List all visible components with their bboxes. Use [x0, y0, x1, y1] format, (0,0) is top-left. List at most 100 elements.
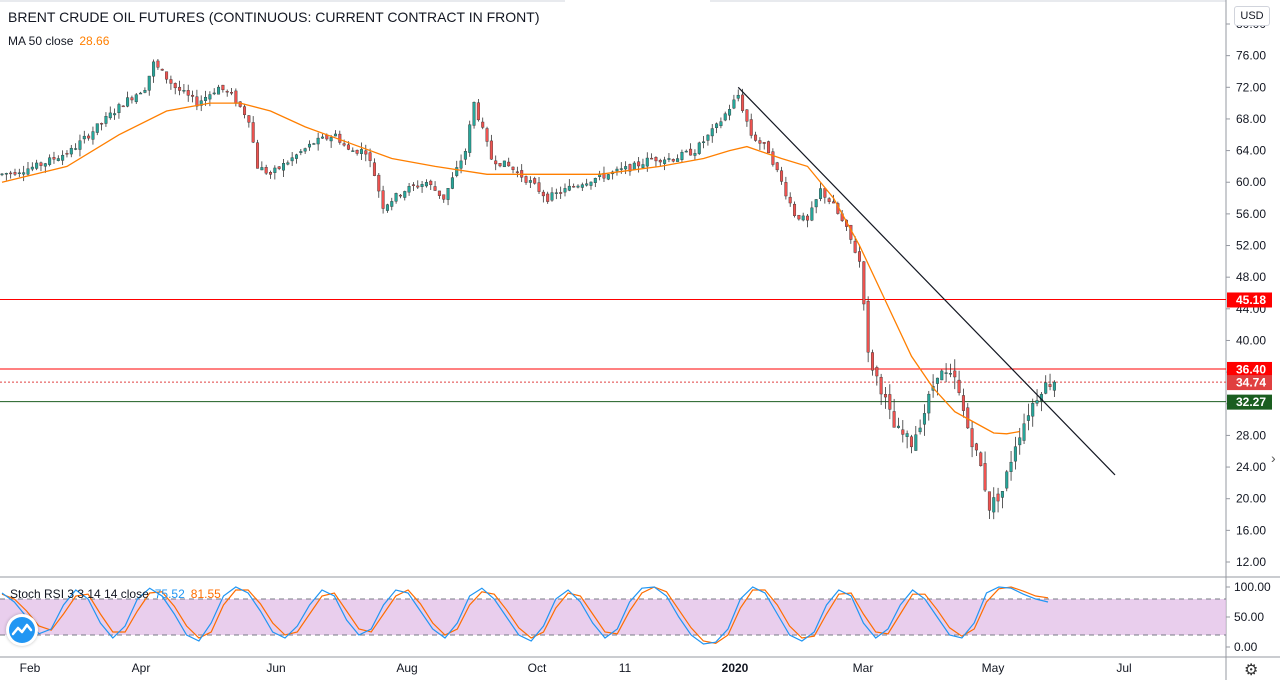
candle-body: [676, 158, 680, 162]
candle-body: [325, 135, 329, 140]
candle-body: [152, 61, 156, 77]
candle-body: [221, 84, 225, 91]
candle-body: [736, 94, 740, 99]
candle-body: [342, 143, 346, 146]
candle-body: [442, 194, 446, 200]
candle-body: [953, 370, 957, 378]
tradingview-logo-icon[interactable]: [6, 614, 38, 646]
price-tick-label: 52.00: [1236, 239, 1266, 253]
time-tick-label: 2020: [722, 661, 749, 675]
level-label-bg: [1227, 292, 1272, 308]
candle-body: [762, 142, 766, 144]
candle-body: [78, 140, 82, 150]
candle-body: [338, 133, 342, 143]
candle-body: [416, 185, 420, 188]
candle-body: [433, 186, 437, 191]
candle-body: [160, 68, 164, 71]
candle-body: [797, 214, 801, 220]
price-tick-label: 68.00: [1236, 112, 1266, 126]
candle-body: [156, 60, 160, 68]
candle-body: [533, 178, 537, 184]
candle-body: [9, 172, 13, 175]
candle-body: [230, 92, 234, 94]
candle-body: [888, 394, 892, 410]
candle-body: [693, 153, 697, 156]
candle-body: [377, 174, 381, 192]
candle-body: [559, 192, 563, 194]
level-label-bg: [1227, 375, 1272, 391]
settings-gear-icon[interactable]: ⚙: [1244, 662, 1259, 679]
candle-body: [52, 157, 56, 160]
candle-body: [528, 180, 532, 183]
candle-body: [823, 188, 827, 198]
candle-body: [619, 168, 623, 170]
candle-body: [758, 140, 762, 144]
candle-body: [134, 94, 138, 103]
candle-body: [754, 134, 758, 141]
candle-body: [30, 166, 34, 170]
candle-body: [1013, 446, 1017, 462]
candle-body: [974, 443, 978, 451]
candle-body: [957, 379, 961, 393]
time-tick-label: Jun: [266, 661, 285, 675]
candle-body: [217, 86, 221, 95]
candle-body: [585, 183, 589, 186]
candle-body: [580, 184, 584, 188]
candle-body: [1031, 403, 1035, 417]
ma-value: 28.66: [79, 34, 110, 48]
candle-body: [186, 90, 190, 96]
candle-body: [806, 215, 810, 221]
candle-body: [745, 109, 749, 122]
candle-body: [35, 162, 39, 169]
candles-group: [0, 59, 1056, 520]
candle-body: [511, 166, 515, 170]
candle-body: [351, 150, 355, 152]
candle-body: [450, 177, 454, 189]
candle-body: [554, 192, 558, 194]
candle-body: [165, 71, 169, 80]
candle-body: [892, 411, 896, 428]
candle-body: [1044, 382, 1048, 394]
candle-body: [1026, 415, 1030, 421]
currency-button[interactable]: USD: [1234, 6, 1270, 26]
price-tick-label: 28.00: [1236, 428, 1266, 442]
candle-body: [403, 191, 407, 198]
candle-body: [654, 157, 658, 162]
candle-body: [247, 115, 251, 123]
candle-body: [689, 148, 693, 156]
candle-body: [853, 240, 857, 253]
time-tick-label: Aug: [396, 661, 417, 675]
stoch-rsi-k-line: [1, 586, 1049, 645]
candle-body: [641, 164, 645, 168]
candle-body: [429, 180, 433, 186]
stoch-rsi-band: [0, 599, 1226, 635]
candle-body: [95, 123, 99, 133]
candle-body: [121, 105, 125, 108]
candle-body: [130, 97, 134, 101]
candle-body: [702, 141, 706, 144]
candle-body: [61, 154, 65, 161]
trendline: [737, 86, 1116, 476]
stoch-rsi-d-line: [1, 586, 1049, 645]
candle-body: [658, 159, 662, 163]
candle-body: [82, 135, 86, 140]
candle-body: [715, 123, 719, 128]
candle-body: [468, 124, 472, 153]
candle-body: [381, 190, 385, 209]
candle-body: [935, 377, 939, 384]
candle-body: [494, 160, 498, 165]
candle-body: [615, 168, 619, 172]
candle-body: [819, 188, 823, 199]
candle-body: [875, 367, 879, 377]
scroll-handle-icon[interactable]: ›: [1271, 450, 1276, 466]
candle-body: [918, 427, 922, 433]
candle-body: [767, 141, 771, 154]
candle-body: [632, 162, 636, 170]
stoch-rsi-label: Stoch RSI 3 3 14 14 close: [10, 587, 149, 601]
candle-body: [394, 193, 398, 202]
candle-body: [238, 101, 242, 107]
candle-body: [26, 168, 30, 175]
candle-body: [567, 185, 571, 191]
candle-body: [56, 158, 60, 161]
